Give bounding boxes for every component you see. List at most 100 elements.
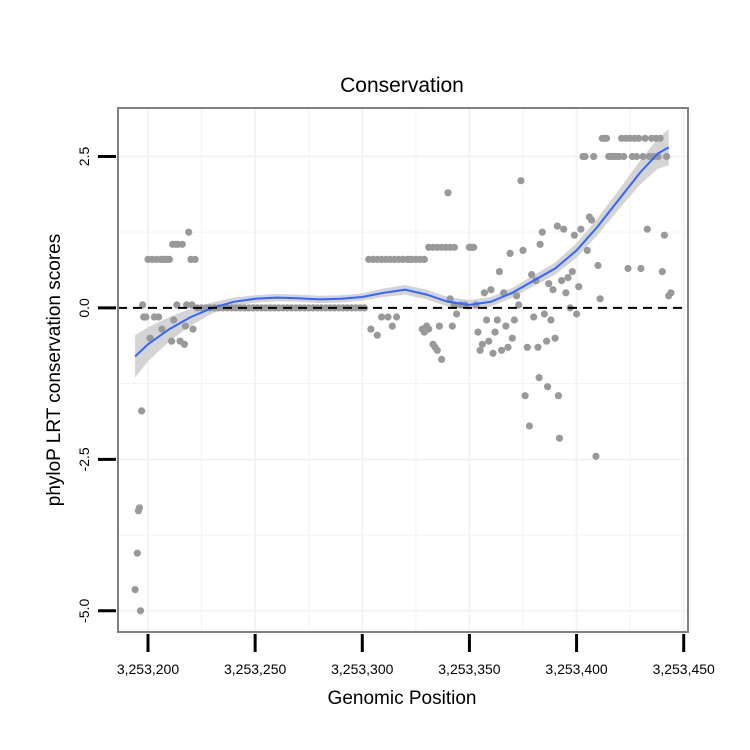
data-point bbox=[138, 407, 146, 415]
data-point bbox=[478, 340, 486, 348]
data-point bbox=[135, 504, 143, 512]
data-point bbox=[504, 343, 512, 351]
data-point bbox=[180, 340, 188, 348]
data-point bbox=[425, 325, 433, 333]
panel-border bbox=[117, 107, 689, 633]
data-point bbox=[367, 325, 375, 333]
data-point bbox=[158, 325, 166, 333]
data-point bbox=[641, 134, 649, 142]
data-point bbox=[660, 231, 669, 239]
data-point bbox=[543, 337, 551, 345]
data-point bbox=[136, 607, 145, 615]
data-point bbox=[485, 337, 493, 345]
data-point bbox=[538, 228, 546, 236]
data-point bbox=[554, 392, 563, 400]
data-point bbox=[568, 268, 576, 276]
data-point bbox=[581, 152, 589, 161]
data-point bbox=[603, 134, 611, 142]
data-point bbox=[558, 277, 566, 285]
x-tick-label: 3,253,300 bbox=[331, 661, 393, 677]
data-point bbox=[525, 422, 534, 430]
data-point bbox=[547, 316, 555, 324]
data-point bbox=[170, 316, 178, 324]
data-point bbox=[523, 343, 531, 351]
data-point bbox=[470, 243, 478, 251]
data-point bbox=[663, 152, 671, 161]
data-point bbox=[513, 292, 521, 300]
y-tick-label: 0.0 bbox=[76, 298, 92, 318]
data-point bbox=[185, 228, 193, 236]
data-point bbox=[178, 240, 186, 248]
data-point bbox=[544, 383, 552, 391]
data-point bbox=[448, 322, 456, 330]
data-point bbox=[515, 301, 523, 309]
data-point bbox=[491, 328, 499, 336]
data-point bbox=[420, 255, 428, 263]
panel-background bbox=[118, 108, 688, 632]
x-tick-label: 3,253,400 bbox=[545, 661, 607, 677]
data-point bbox=[530, 313, 538, 321]
data-point bbox=[474, 328, 482, 336]
data-point bbox=[493, 316, 501, 324]
data-point bbox=[498, 346, 506, 354]
data-point bbox=[521, 392, 529, 400]
data-point bbox=[181, 322, 190, 330]
smooth-line-layer bbox=[134, 146, 670, 358]
data-point bbox=[188, 301, 196, 309]
data-point bbox=[590, 152, 598, 161]
data-point bbox=[519, 246, 527, 254]
data-point bbox=[536, 240, 544, 248]
data-point bbox=[555, 434, 564, 442]
data-point bbox=[535, 374, 543, 382]
x-tick-label: 3,253,250 bbox=[224, 661, 286, 677]
data-point bbox=[517, 177, 525, 185]
data-point bbox=[553, 222, 561, 230]
data-point bbox=[489, 349, 497, 357]
data-point bbox=[433, 346, 441, 354]
data-point bbox=[388, 322, 396, 330]
data-point bbox=[639, 152, 647, 161]
y-tick-label: -5.0 bbox=[76, 599, 92, 623]
data-point bbox=[551, 334, 559, 342]
data-point bbox=[446, 295, 454, 303]
data-point bbox=[620, 152, 628, 161]
data-point bbox=[168, 337, 176, 345]
y-axis-title: phyloP LRT conservation scores bbox=[44, 234, 65, 507]
data-point bbox=[487, 286, 495, 294]
data-point bbox=[435, 322, 443, 330]
data-point bbox=[183, 301, 191, 309]
y-axis: -5.0 -2.5 0.0 2.5 bbox=[76, 147, 116, 623]
data-point bbox=[131, 586, 139, 594]
data-point bbox=[667, 289, 675, 297]
data-point bbox=[637, 264, 645, 273]
data-point bbox=[444, 189, 452, 197]
data-point bbox=[155, 313, 163, 321]
data-point bbox=[173, 301, 181, 309]
data-point bbox=[373, 331, 381, 339]
data-point bbox=[189, 325, 197, 333]
data-point bbox=[588, 216, 596, 224]
data-point bbox=[165, 255, 173, 263]
data-point bbox=[480, 289, 488, 297]
data-point bbox=[562, 289, 570, 297]
data-point bbox=[393, 313, 401, 321]
data-point bbox=[658, 268, 666, 276]
smooth-fit-line bbox=[134, 146, 670, 358]
data-point bbox=[146, 334, 154, 342]
data-point bbox=[405, 255, 413, 263]
data-point bbox=[643, 225, 651, 233]
data-point bbox=[502, 322, 510, 330]
data-point bbox=[577, 225, 585, 233]
data-point bbox=[384, 313, 392, 321]
data-point bbox=[510, 316, 518, 324]
data-point bbox=[592, 452, 600, 460]
data-points bbox=[131, 134, 675, 615]
plot-panel bbox=[117, 107, 689, 633]
data-point bbox=[573, 310, 581, 318]
gridlines bbox=[118, 108, 688, 632]
data-point bbox=[635, 134, 643, 142]
data-point bbox=[583, 246, 591, 254]
x-tick-label: 3,253,450 bbox=[653, 661, 715, 677]
data-point bbox=[545, 280, 553, 288]
